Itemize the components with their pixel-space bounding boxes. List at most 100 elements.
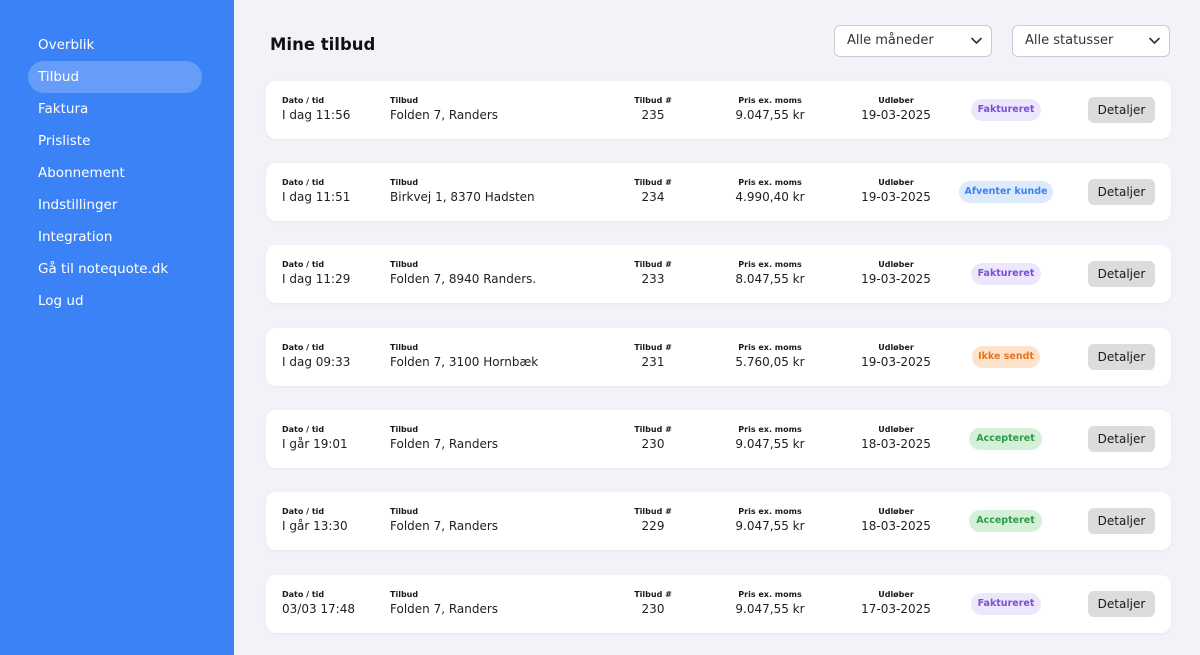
price-cell: Pris ex. moms 5.760,05 kr (720, 343, 820, 369)
offer-number-cell: Tilbud # 235 (613, 96, 693, 122)
expires-value: 19-03-2025 (861, 272, 931, 286)
price-cell: Pris ex. moms 8.047,55 kr (720, 260, 820, 286)
offer-number-label: Tilbud # (634, 96, 672, 105)
sidebar-item-indstillinger[interactable]: Indstillinger (38, 197, 118, 213)
date-label: Dato / tid (282, 590, 325, 599)
expires-label: Udløber (878, 96, 914, 105)
sidebar-item-log-ud[interactable]: Log ud (38, 293, 84, 309)
sidebar-item-integration[interactable]: Integration (38, 229, 113, 245)
price-label: Pris ex. moms (738, 96, 802, 105)
status-badge: Accepteret (969, 510, 1042, 532)
offer-address-label: Tilbud (390, 590, 419, 599)
details-button[interactable]: Detaljer (1088, 591, 1155, 617)
date-value: I dag 09:33 (282, 355, 351, 369)
date-cell: Dato / tid I dag 09:33 (282, 343, 350, 369)
status-filter-select[interactable]: Alle statusser (1012, 25, 1170, 57)
sidebar-item-prisliste[interactable]: Prisliste (38, 133, 91, 149)
date-cell: Dato / tid I dag 11:29 (282, 260, 350, 286)
expires-label: Udløber (878, 425, 914, 434)
offer-address-label: Tilbud (390, 343, 419, 352)
offer-row: Dato / tid I dag 11:56 Tilbud Folden 7, Ran… (266, 81, 1171, 139)
offer-address-value: Folden 7, Randers (390, 602, 499, 616)
offer-address-cell: Tilbud Folden 7, 3100 Hornbæk (390, 343, 538, 369)
sidebar-item-abonnement[interactable]: Abonnement (38, 165, 125, 181)
offer-number-value: 230 (641, 602, 665, 616)
expires-value: 19-03-2025 (861, 190, 931, 204)
details-button[interactable]: Detaljer (1088, 508, 1155, 534)
offer-number-cell: Tilbud # 230 (613, 590, 693, 616)
date-value: I går 13:30 (282, 519, 348, 533)
price-value: 8.047,55 kr (735, 272, 805, 286)
price-cell: Pris ex. moms 9.047,55 kr (720, 507, 820, 533)
date-label: Dato / tid (282, 260, 325, 269)
chevron-down-icon (971, 37, 982, 44)
expires-label: Udløber (878, 507, 914, 516)
expires-cell: Udløber 19-03-2025 (846, 260, 946, 286)
month-filter-select[interactable]: Alle måneder (834, 25, 992, 57)
offer-number-value: 231 (641, 355, 665, 369)
offer-number-label: Tilbud # (634, 260, 672, 269)
sidebar-nav: Overblik Tilbud Faktura Prisliste Abonnement… (0, 0, 234, 317)
offer-address-cell: Tilbud Birkvej 1, 8370 Hadsten (390, 178, 535, 204)
expires-cell: Udløber 18-03-2025 (846, 425, 946, 451)
expires-label: Udløber (878, 590, 914, 599)
offer-number-cell: Tilbud # 233 (613, 260, 693, 286)
offer-row: Dato / tid I dag 09:33 Tilbud Folden 7, 310… (266, 328, 1171, 386)
date-label: Dato / tid (282, 425, 325, 434)
offer-number-value: 230 (641, 437, 665, 451)
date-value: 03/03 17:48 (282, 602, 355, 616)
offer-address-label: Tilbud (390, 260, 419, 269)
offer-number-label: Tilbud # (634, 343, 672, 352)
date-cell: Dato / tid 03/03 17:48 (282, 590, 355, 616)
expires-label: Udløber (878, 178, 914, 187)
date-value: I dag 11:51 (282, 190, 351, 204)
sidebar-item-gå-til-notequote-dk[interactable]: Gå til notequote.dk (38, 261, 169, 277)
offer-number-value: 234 (641, 190, 665, 204)
date-label: Dato / tid (282, 178, 325, 187)
status-badge: Ikke sendt (972, 346, 1040, 368)
month-filter-value: Alle måneder (847, 33, 934, 48)
price-cell: Pris ex. moms 9.047,55 kr (720, 425, 820, 451)
sidebar-item-faktura[interactable]: Faktura (38, 101, 89, 117)
date-cell: Dato / tid I dag 11:56 (282, 96, 350, 122)
status-badge: Faktureret (971, 593, 1041, 615)
offer-address-label: Tilbud (390, 178, 419, 187)
details-button[interactable]: Detaljer (1088, 426, 1155, 452)
offer-address-cell: Tilbud Folden 7, 8940 Randers. (390, 260, 536, 286)
sidebar-item-overblik[interactable]: Overblik (38, 37, 95, 53)
main-content: Mine tilbud Alle måneder Alle statusser … (234, 0, 1200, 655)
status-badge: Faktureret (971, 263, 1041, 285)
details-button[interactable]: Detaljer (1088, 344, 1155, 370)
price-value: 9.047,55 kr (735, 519, 805, 533)
price-cell: Pris ex. moms 9.047,55 kr (720, 590, 820, 616)
expires-label: Udløber (878, 260, 914, 269)
offer-number-value: 235 (641, 108, 665, 122)
price-cell: Pris ex. moms 4.990,40 kr (720, 178, 820, 204)
offer-number-value: 229 (641, 519, 665, 533)
status-badge: Afventer kunde (959, 181, 1053, 203)
offer-address-value: Folden 7, Randers (390, 108, 499, 122)
expires-value: 17-03-2025 (861, 602, 931, 616)
sidebar-item-tilbud[interactable]: Tilbud (28, 61, 202, 93)
date-value: I går 19:01 (282, 437, 348, 451)
price-label: Pris ex. moms (738, 343, 802, 352)
offer-row: Dato / tid I dag 11:29 Tilbud Folden 7, 894… (266, 245, 1171, 303)
offer-number-label: Tilbud # (634, 507, 672, 516)
price-value: 5.760,05 kr (735, 355, 805, 369)
details-button[interactable]: Detaljer (1088, 179, 1155, 205)
date-label: Dato / tid (282, 96, 325, 105)
expires-cell: Udløber 19-03-2025 (846, 343, 946, 369)
offer-number-cell: Tilbud # 234 (613, 178, 693, 204)
offer-number-value: 233 (641, 272, 665, 286)
offer-address-cell: Tilbud Folden 7, Randers (390, 425, 498, 451)
offer-address-cell: Tilbud Folden 7, Randers (390, 507, 498, 533)
date-value: I dag 11:29 (282, 272, 351, 286)
expires-cell: Udløber 17-03-2025 (846, 590, 946, 616)
chevron-down-icon (1149, 37, 1160, 44)
details-button[interactable]: Detaljer (1088, 261, 1155, 287)
offer-address-label: Tilbud (390, 507, 419, 516)
date-cell: Dato / tid I går 19:01 (282, 425, 348, 451)
details-button[interactable]: Detaljer (1088, 97, 1155, 123)
date-label: Dato / tid (282, 507, 325, 516)
expires-cell: Udløber 19-03-2025 (846, 96, 946, 122)
